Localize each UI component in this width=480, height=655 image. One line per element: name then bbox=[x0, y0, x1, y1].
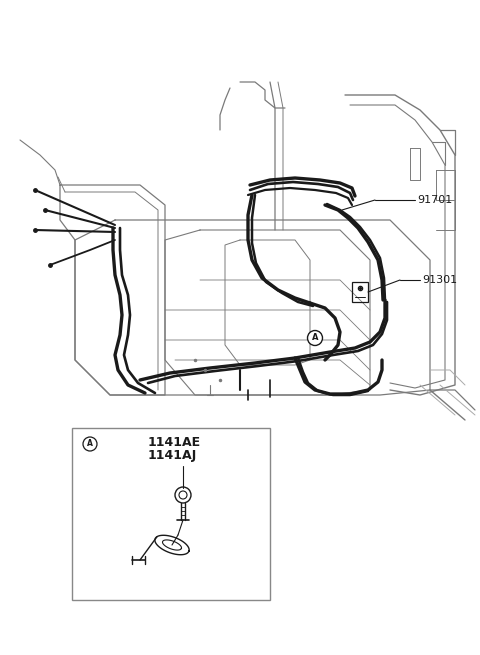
Text: A: A bbox=[312, 333, 318, 343]
Text: A: A bbox=[87, 440, 93, 449]
Text: 1141AJ: 1141AJ bbox=[148, 449, 197, 462]
Text: 91701: 91701 bbox=[417, 195, 452, 205]
Bar bbox=[72, 428, 270, 600]
Bar bbox=[352, 282, 368, 302]
Text: 1141AE: 1141AE bbox=[148, 436, 201, 449]
Circle shape bbox=[308, 331, 323, 345]
Text: 91301: 91301 bbox=[422, 275, 457, 285]
